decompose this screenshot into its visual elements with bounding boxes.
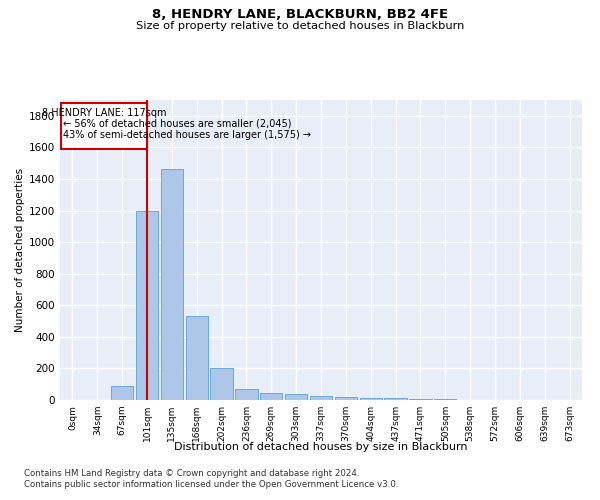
Bar (185, 316, 208, 400)
Text: 43% of semi-detached houses are larger (1,575) →: 43% of semi-detached houses are larger (… (63, 130, 311, 140)
Bar (310, 396, 332, 400)
FancyBboxPatch shape (61, 103, 147, 149)
Bar (136, 210, 158, 400)
Text: Contains public sector information licensed under the Open Government Licence v3: Contains public sector information licen… (24, 480, 398, 489)
Text: Size of property relative to detached houses in Blackburn: Size of property relative to detached ho… (136, 21, 464, 31)
Text: Contains HM Land Registry data © Crown copyright and database right 2024.: Contains HM Land Registry data © Crown c… (24, 468, 359, 477)
Text: 8 HENDRY LANE: 117sqm: 8 HENDRY LANE: 117sqm (42, 108, 166, 118)
Bar (235, 389, 257, 400)
Y-axis label: Number of detached properties: Number of detached properties (15, 168, 25, 332)
Bar (161, 168, 183, 400)
Bar (409, 399, 431, 400)
Bar (385, 398, 407, 400)
Text: Distribution of detached houses by size in Blackburn: Distribution of detached houses by size … (174, 442, 468, 452)
Bar (211, 368, 233, 400)
Bar (285, 394, 307, 400)
Text: ← 56% of detached houses are smaller (2,045): ← 56% of detached houses are smaller (2,… (63, 118, 292, 128)
Bar (359, 398, 382, 400)
Text: 8, HENDRY LANE, BLACKBURN, BB2 4FE: 8, HENDRY LANE, BLACKBURN, BB2 4FE (152, 8, 448, 20)
Bar (111, 386, 133, 400)
Bar (260, 393, 283, 400)
Bar (335, 397, 357, 400)
